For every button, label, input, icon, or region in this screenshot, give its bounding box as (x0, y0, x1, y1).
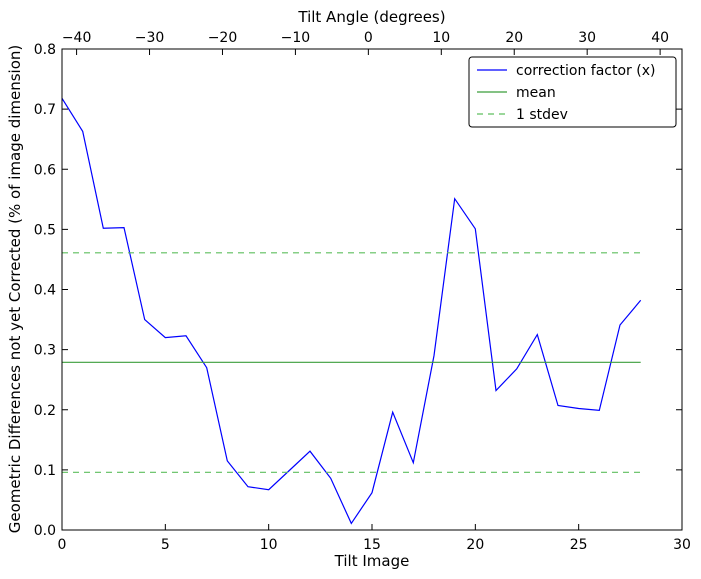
legend-frame (468, 56, 677, 128)
top-axis-title: Tilt Angle (degrees) (297, 8, 445, 26)
y-axis-title: Geometric Differences not yet Corrected … (6, 45, 24, 534)
y-tick-label: 0.8 (34, 42, 56, 58)
series-line-0 (61, 97, 642, 525)
legend: correction factor (x) mean 1 stdev (468, 56, 677, 128)
top-tick-label: 10 (432, 30, 450, 46)
x-tick-label: 25 (570, 537, 588, 553)
x-tick-label: 0 (58, 537, 67, 553)
top-tick-label: −40 (62, 30, 92, 46)
ticks-layer: 0 5 10 15 20 25 300.00.10.20.30.40.50.60.70.8−… (34, 30, 691, 553)
y-tick-label: 0.5 (34, 222, 56, 238)
plot-area (62, 49, 682, 530)
top-tick-label: −10 (281, 30, 311, 46)
top-tick-label: 30 (578, 30, 596, 46)
top-tick-label: −30 (135, 30, 165, 46)
y-tick-label: 0.2 (34, 403, 56, 419)
legend-entry: correction factor (x) (516, 63, 655, 79)
top-tick-label: 20 (505, 30, 523, 46)
legend-entry: 1 stdev (516, 107, 568, 123)
x-tick-label: 5 (161, 537, 170, 553)
y-tick-label: 0.7 (34, 102, 56, 118)
y-tick-label: 0.6 (34, 162, 56, 178)
x-tick-label: 30 (673, 537, 691, 553)
x-tick-label: 10 (260, 537, 278, 553)
y-tick-label: 0.1 (34, 463, 56, 479)
legend-entry: mean (516, 85, 556, 101)
x-tick-label: 15 (363, 537, 381, 553)
y-tick-label: 0.3 (34, 343, 56, 359)
series-layer (61, 97, 642, 525)
x-tick-label: 20 (466, 537, 484, 553)
x-axis-title: Tilt Image (334, 552, 410, 570)
top-tick-label: 0 (364, 30, 373, 46)
top-tick-label: −20 (208, 30, 238, 46)
y-tick-label: 0.0 (34, 523, 56, 539)
top-tick-label: 40 (651, 30, 669, 46)
y-tick-label: 0.4 (34, 283, 56, 299)
